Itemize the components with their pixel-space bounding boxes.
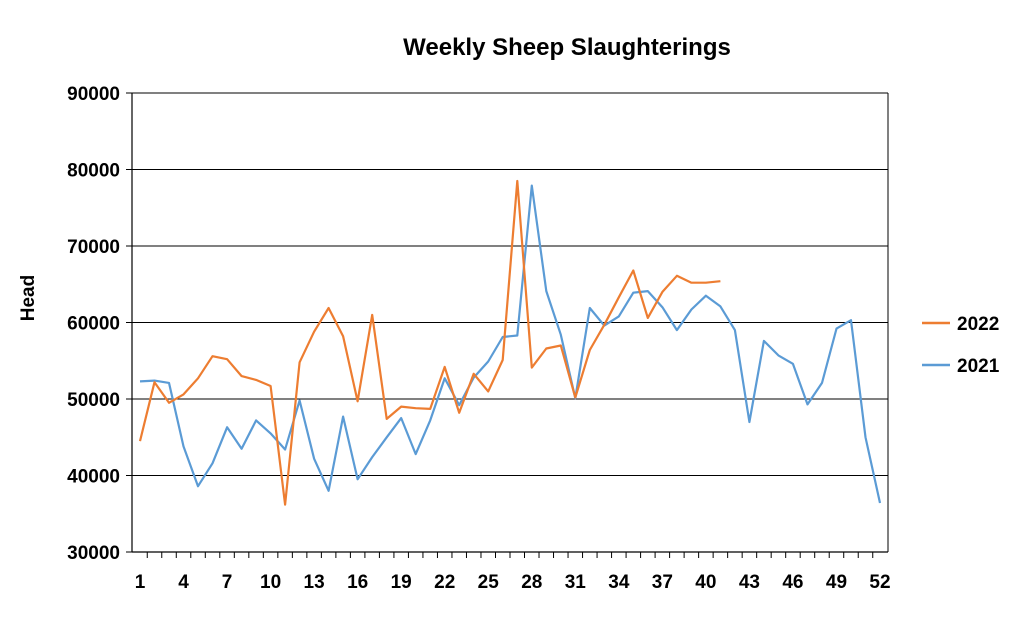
x-tick-label: 25 (478, 572, 500, 593)
x-tick-labels: 1 4 7 10 13 16 19 22 25 28 31 34 37 40 43 46 49 52 (135, 572, 891, 593)
y-tick-label: 80000 (67, 161, 120, 182)
x-tick-label: 22 (434, 572, 455, 593)
x-tick-label: 1 (135, 572, 146, 593)
y-axis-label: Head (18, 275, 39, 321)
x-tick-label: 13 (304, 572, 325, 593)
legend-label-2022: 2022 (957, 314, 999, 335)
y-tick-label: 50000 (67, 390, 120, 411)
y-tick-label: 60000 (67, 314, 120, 335)
x-tick-label: 7 (222, 572, 233, 593)
x-tick-label: 34 (608, 572, 630, 593)
x-tick-label: 16 (347, 572, 368, 593)
x-tick-label: 19 (391, 572, 412, 593)
x-tick-label: 4 (178, 572, 189, 593)
x-tick-label: 49 (826, 572, 847, 593)
x-tick-label: 46 (782, 572, 803, 593)
x-tick-label: 52 (869, 572, 890, 593)
y-tick-label: 30000 (67, 543, 120, 564)
chart-title: Weekly Sheep Slaughterings (403, 34, 731, 61)
x-tick-label: 28 (521, 572, 542, 593)
x-tick-label: 40 (695, 572, 716, 593)
legend-label-2021: 2021 (957, 356, 1000, 377)
series-line-2021 (139, 184, 882, 504)
series-line-2022 (138, 179, 721, 506)
legend: 2022 2021 (922, 314, 1000, 377)
axes (126, 92, 889, 558)
y-tick-label: 90000 (67, 84, 120, 105)
x-tick-label: 10 (260, 572, 281, 593)
y-tick-label: 70000 (67, 237, 120, 258)
series-lines (138, 179, 882, 506)
y-tick-labels: 30000 40000 50000 60000 70000 80000 90000 (67, 84, 120, 564)
x-tick-label: 31 (565, 572, 587, 593)
x-tick-label: 37 (652, 572, 673, 593)
x-tick-label: 43 (739, 572, 760, 593)
y-tick-label: 40000 (67, 467, 120, 488)
gridlines (132, 92, 888, 476)
